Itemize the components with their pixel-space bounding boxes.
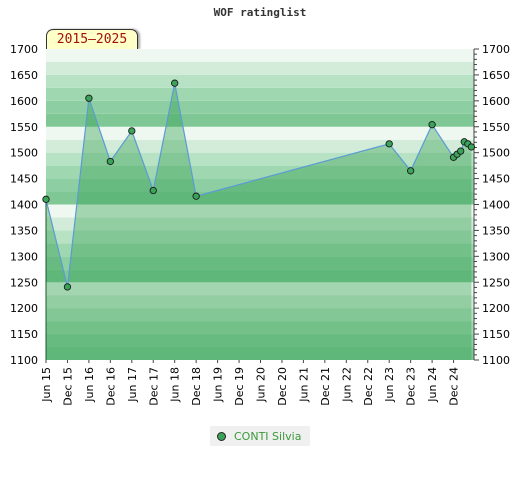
- data-point: [128, 127, 136, 135]
- series-area-fill: [46, 83, 472, 361]
- x-axis: Jun 15 Dec 15 Jun 16 Dec 16 Jun 17 Dec 17 Jun …: [40, 360, 461, 406]
- data-point: [406, 167, 415, 175]
- data-point: [106, 157, 115, 166]
- x-tick-label: Jun 21: [297, 367, 310, 403]
- legend: CONTI Silvia: [210, 426, 310, 446]
- background-band: [46, 334, 474, 348]
- y-tick-label-left: 1600: [10, 95, 38, 108]
- x-tick-label: Jun 15: [40, 367, 53, 403]
- y-tick-label-left: 1350: [10, 224, 38, 237]
- x-tick-label: Jun 24: [426, 367, 439, 403]
- data-point: [171, 79, 179, 87]
- x-tick-label: Dec 22: [362, 367, 375, 406]
- data-point: [192, 192, 200, 200]
- background-band: [46, 191, 474, 205]
- chart-title: WOF ratinglist: [213, 6, 307, 19]
- background-band: [46, 74, 474, 88]
- background-bands: [46, 49, 474, 360]
- x-tick-label: Dec 21: [319, 367, 332, 406]
- x-tick-label: Dec 24: [448, 367, 461, 406]
- background-band: [46, 204, 474, 218]
- y-tick-label-right: 1500: [482, 147, 510, 160]
- background-band: [46, 113, 474, 127]
- x-tick-label: Dec 16: [104, 367, 117, 406]
- y-axis-left: 1100 1150 1200 1250 1300 1350 1400 1450 1500 1550…: [10, 43, 38, 367]
- y-tick-label-right: 1700: [482, 43, 510, 56]
- background-band: [46, 347, 474, 360]
- y-tick-label-left: 1150: [10, 328, 38, 341]
- data-point: [149, 186, 157, 195]
- y-tick-label-right: 1350: [482, 224, 510, 237]
- x-tick-label: Jun 23: [383, 367, 396, 403]
- background-band: [46, 87, 474, 101]
- x-tick-label: Dec 18: [190, 367, 203, 406]
- background-band: [46, 100, 474, 114]
- data-point: [385, 140, 393, 148]
- data-point: [42, 195, 50, 203]
- background-band: [46, 269, 474, 283]
- x-tick-label: Jun 20: [255, 367, 268, 403]
- legend-marker-icon: [217, 431, 226, 441]
- background-band: [46, 295, 474, 309]
- background-band: [46, 282, 474, 296]
- y-tick-label-left: 1400: [10, 199, 38, 212]
- data-point: [457, 147, 465, 155]
- y-tick-label-left: 1500: [10, 147, 38, 160]
- x-tick-label: Jun 16: [83, 367, 96, 403]
- data-point: [63, 283, 72, 291]
- background-band: [46, 230, 474, 244]
- data-point: [85, 94, 93, 102]
- x-tick-label: Dec 19: [233, 367, 246, 406]
- x-tick-label: Jun 22: [340, 367, 353, 403]
- data-point: [467, 143, 476, 151]
- y-tick-label-left: 1250: [10, 276, 38, 289]
- y-tick-label-left: 1100: [10, 354, 38, 367]
- y-tick-label-right: 1250: [482, 276, 510, 289]
- background-band: [46, 308, 474, 322]
- y-tick-label-left: 1550: [10, 121, 38, 134]
- y-tick-label-right: 1100: [482, 354, 510, 367]
- y-tick-label-right: 1150: [482, 328, 510, 341]
- y-tick-label-right: 1550: [482, 121, 510, 134]
- background-band: [46, 139, 474, 153]
- y-tick-label-right: 1450: [482, 173, 510, 186]
- legend-label: CONTI Silvia: [234, 429, 302, 443]
- background-band: [46, 49, 474, 62]
- x-tick-label: Dec 23: [405, 367, 418, 406]
- background-band: [46, 243, 474, 257]
- background-band: [46, 321, 474, 335]
- y-axis-right: 1100 1150 1200 1250 1300 1350 1400 1450 1500 1550…: [474, 43, 510, 367]
- y-tick-label-right: 1650: [482, 69, 510, 82]
- y-tick-label-right: 1400: [482, 199, 510, 212]
- x-tick-label: Dec 20: [276, 367, 289, 406]
- range-badge: 2015–2025: [46, 29, 138, 49]
- x-tick-label: Dec 15: [61, 367, 74, 406]
- background-band: [46, 61, 474, 75]
- y-tick-label-right: 1600: [482, 95, 510, 108]
- x-tick-label: Jun 18: [169, 367, 182, 403]
- series-points: [42, 79, 476, 291]
- y-tick-label-right: 1300: [482, 250, 510, 263]
- background-band: [46, 217, 474, 231]
- y-tick-label-left: 1200: [10, 302, 38, 315]
- background-band: [46, 165, 474, 179]
- background-band: [46, 152, 474, 166]
- x-tick-label: Jun 19: [212, 367, 225, 403]
- background-band: [46, 256, 474, 270]
- data-point: [428, 121, 436, 129]
- x-tick-label: Jun 17: [126, 367, 139, 403]
- y-tick-label-left: 1450: [10, 173, 38, 186]
- y-tick-label-right: 1200: [482, 302, 510, 315]
- y-tick-label-left: 1650: [10, 69, 38, 82]
- y-tick-label-left: 1300: [10, 250, 38, 263]
- x-tick-label: Dec 17: [147, 367, 160, 406]
- y-tick-label-left: 1700: [10, 43, 38, 56]
- background-band: [46, 126, 474, 140]
